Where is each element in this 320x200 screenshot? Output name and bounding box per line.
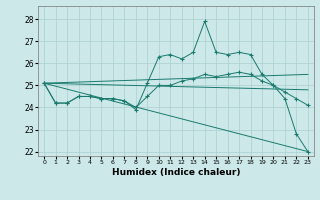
X-axis label: Humidex (Indice chaleur): Humidex (Indice chaleur) (112, 168, 240, 177)
